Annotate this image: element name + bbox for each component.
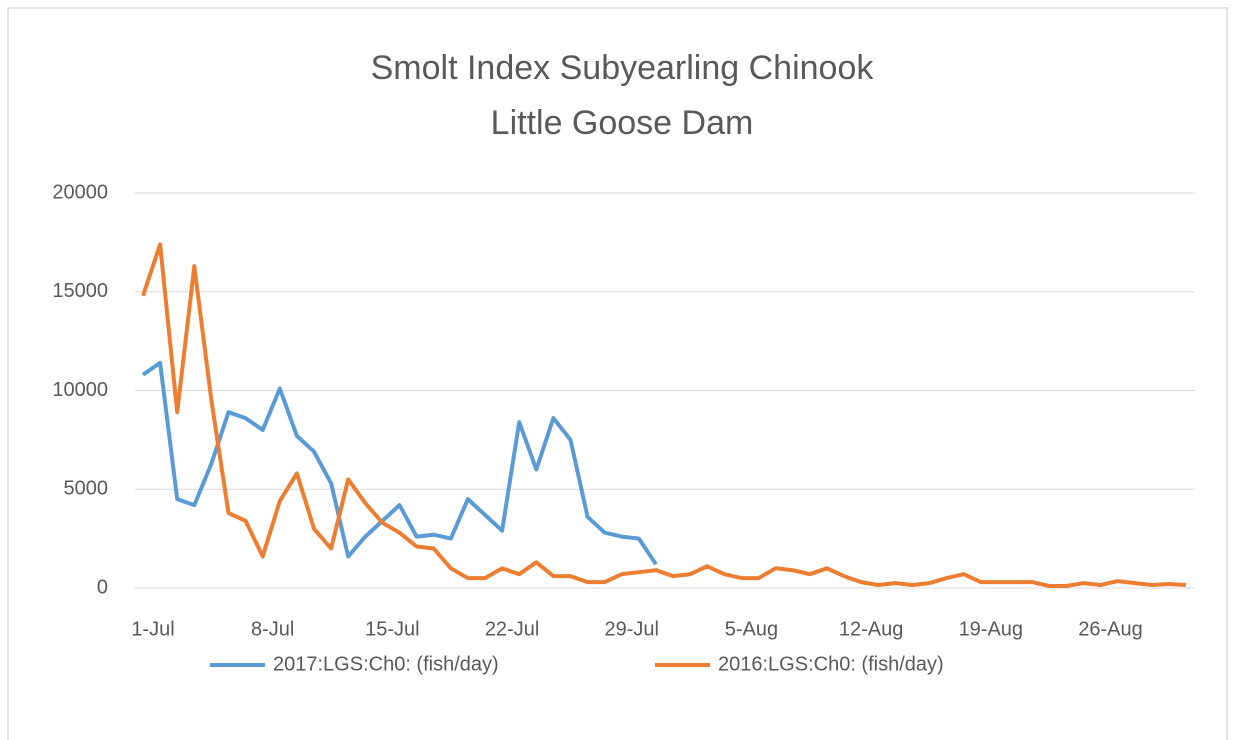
- series-line: [141, 242, 1187, 588]
- chart-title: Smolt Index Subyearling Chinook: [371, 49, 875, 87]
- y-tick-label: 20000: [52, 181, 108, 203]
- x-tick-label: 8-Jul: [251, 618, 294, 640]
- x-tick-label: 22-Jul: [485, 618, 539, 640]
- x-tick-label: 5-Aug: [725, 618, 778, 640]
- x-tick-label: 12-Aug: [839, 618, 904, 640]
- y-tick-label: 5000: [64, 478, 109, 500]
- chart-subtitle: Little Goose Dam: [491, 104, 754, 142]
- x-tick-label: 29-Jul: [605, 618, 659, 640]
- series-line: [141, 360, 658, 566]
- x-tick-label: 15-Jul: [365, 618, 419, 640]
- y-tick-label: 0: [97, 576, 108, 598]
- x-tick-label: 19-Aug: [959, 618, 1024, 640]
- chart-frame: [7, 7, 1228, 740]
- legend-label: 2016:LGS:Ch0: (fish/day): [718, 653, 944, 675]
- legend-label: 2017:LGS:Ch0: (fish/day): [273, 653, 499, 675]
- y-tick-label: 10000: [52, 379, 108, 401]
- x-tick-label: 26-Aug: [1078, 618, 1143, 640]
- y-tick-label: 15000: [52, 280, 108, 302]
- x-tick-label: 1-Jul: [131, 618, 174, 640]
